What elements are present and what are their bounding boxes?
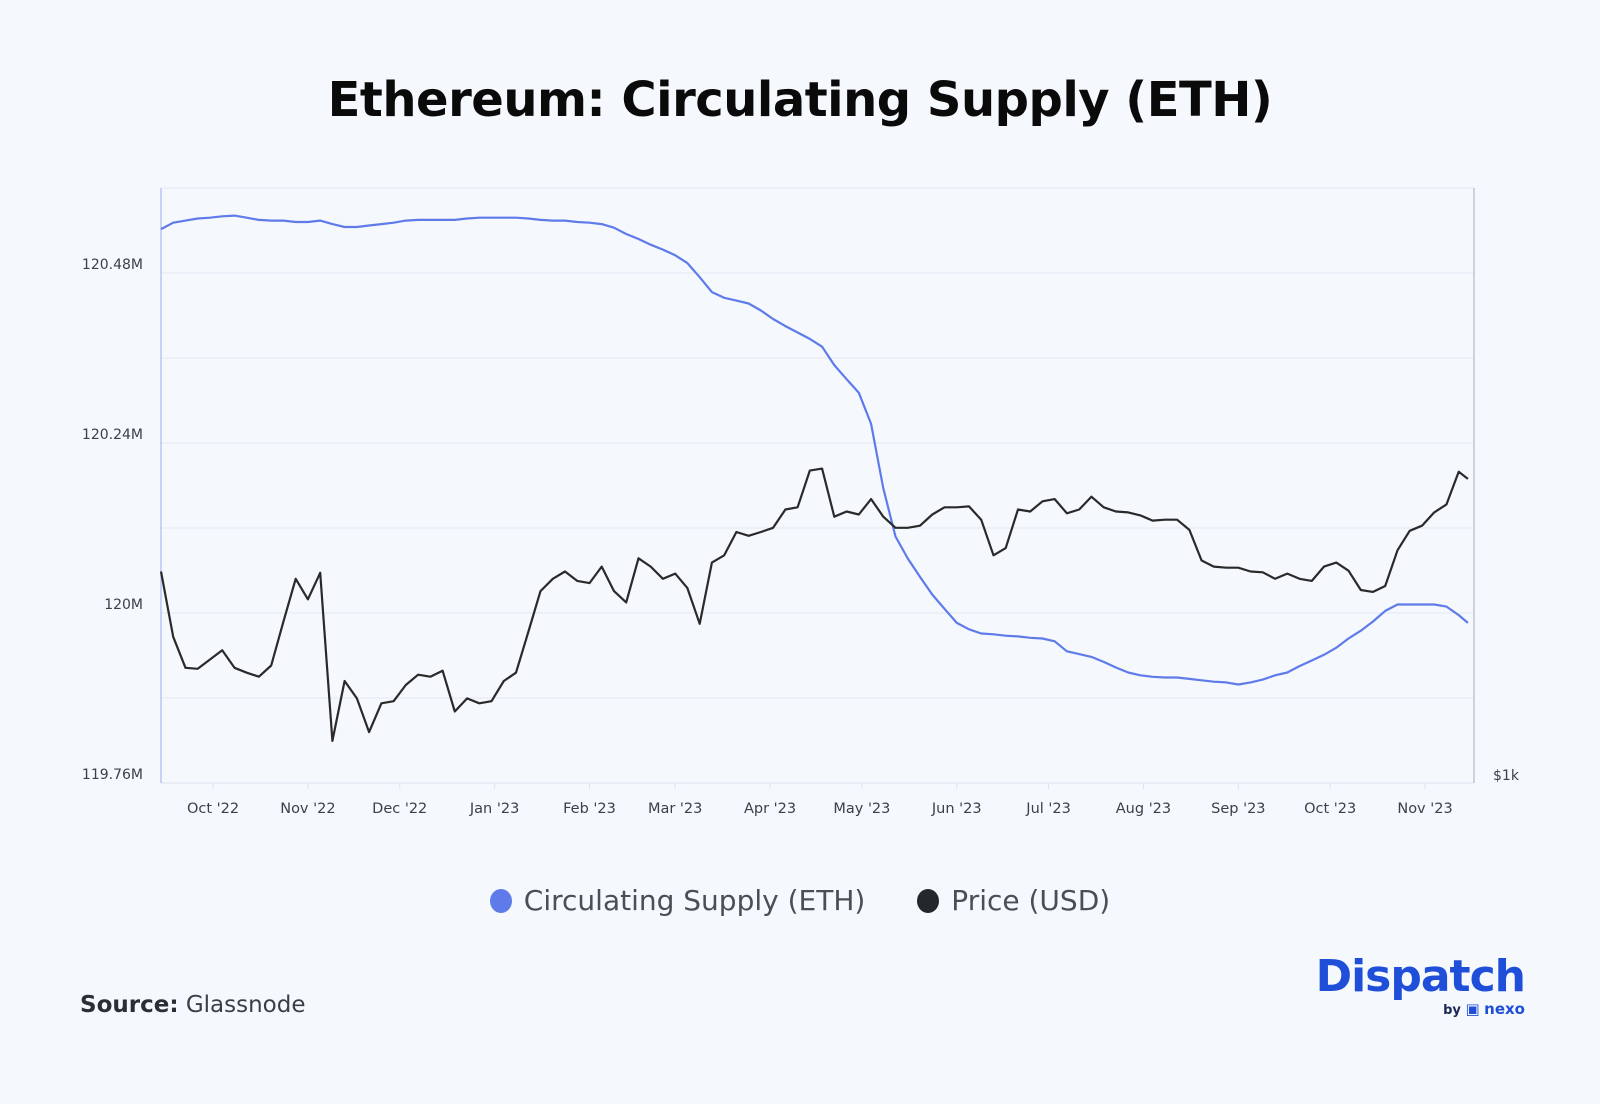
x-tick-label: Apr '23 (744, 801, 796, 817)
legend: Circulating Supply (ETH) Price (USD) (0, 884, 1600, 917)
x-tick-label: Dec '22 (372, 801, 427, 817)
legend-dot-price (917, 888, 940, 913)
x-tick-label: Oct '22 (187, 801, 239, 817)
legend-label-supply: Circulating Supply (ETH) (523, 884, 866, 917)
y-tick-label: 120.24M (82, 427, 143, 443)
x-tick-label: May '23 (833, 801, 890, 817)
chart-title: Ethereum: Circulating Supply (ETH) (327, 72, 1273, 128)
legend-item-price[interactable]: Price (USD) (917, 884, 1110, 917)
logo-sub: by ▣ nexo (1300, 1000, 1525, 1018)
y-tick-label: 119.76M (82, 767, 143, 783)
nexo-icon: ▣ (1465, 1000, 1480, 1018)
price-line (159, 467, 1469, 743)
logo-text: Dispatch (1315, 951, 1526, 1002)
logo-brand: nexo (1484, 1000, 1525, 1018)
x-tick-label: Oct '23 (1304, 801, 1356, 817)
x-tick-label: Jan '23 (469, 801, 519, 817)
x-tick-label: Sep '23 (1211, 801, 1265, 817)
y-tick-label: 120.48M (82, 257, 143, 273)
supply-line (160, 214, 1469, 686)
x-tick-label: Feb '23 (563, 801, 616, 817)
y-tick-label: 120M (104, 597, 143, 613)
x-tick-label: Nov '23 (1397, 801, 1452, 817)
dispatch-logo: Dispatch by ▣ nexo (1300, 951, 1526, 1019)
x-tick-label: Mar '23 (648, 801, 702, 817)
source-value: Glassnode (185, 992, 306, 1018)
legend-item-supply[interactable]: Circulating Supply (ETH) (489, 884, 866, 917)
source-note: Source: Glassnode (80, 992, 306, 1018)
legend-label-price: Price (USD) (951, 884, 1111, 917)
source-label: Source: (80, 992, 179, 1018)
chart: 120.48M 120.24M 120M 119.76M $1k Oct '22 Nov '… (82, 187, 1520, 817)
logo-by: by (1443, 1003, 1461, 1018)
x-tick-label: Aug '23 (1116, 801, 1171, 817)
legend-dot-supply (489, 888, 512, 913)
x-tick-label: Jul '23 (1025, 801, 1071, 817)
x-tick-label: Nov '22 (280, 801, 335, 817)
y-right-tick-label: $1k (1493, 768, 1520, 784)
x-tick-label: Jun '23 (931, 801, 982, 817)
